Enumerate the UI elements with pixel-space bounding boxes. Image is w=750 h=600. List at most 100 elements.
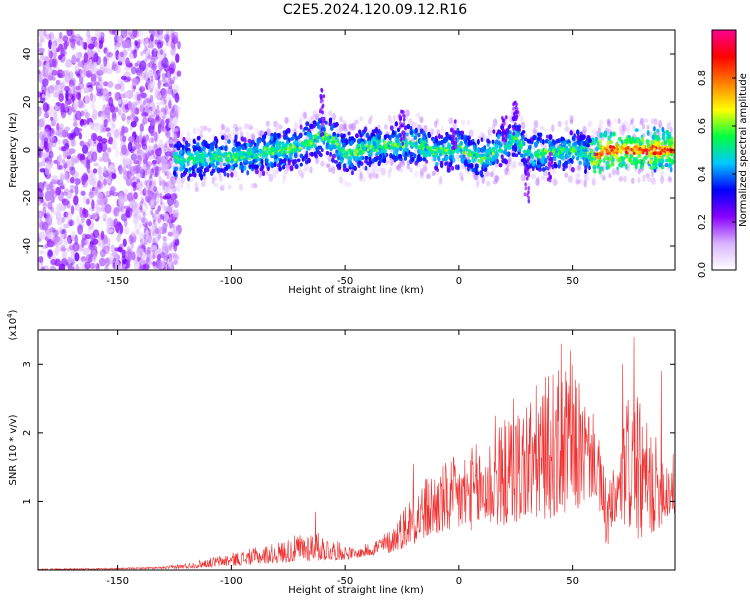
heatmap-cell [165, 130, 171, 139]
heatmap-cell [540, 175, 546, 181]
heatmap-cell [88, 174, 95, 186]
heatmap-cell [216, 167, 221, 174]
heatmap-cell [110, 124, 114, 136]
heatmap-cell [159, 79, 163, 85]
heatmap-cell [86, 30, 91, 39]
heatmap-cell [348, 136, 352, 143]
heatmap-cell [497, 129, 501, 134]
heatmap-cell [227, 184, 232, 190]
heatmap-cell [613, 118, 617, 124]
heatmap-cell [70, 230, 76, 242]
heatmap-cell [343, 163, 346, 169]
heatmap-cell [142, 210, 145, 216]
heatmap-cell [359, 116, 364, 122]
heatmap-cell [49, 241, 56, 247]
heatmap-cell [247, 138, 252, 144]
heatmap-cell [303, 126, 309, 131]
heatmap-cell [65, 211, 73, 223]
heatmap-cell [168, 170, 172, 176]
heatmap-cell [64, 171, 68, 181]
heatmap-cell [102, 95, 107, 102]
heatmap-cell [154, 236, 159, 247]
heatmap-cell [164, 71, 172, 78]
heatmap-cell [172, 31, 179, 38]
heatmap-cell [238, 126, 242, 131]
heatmap-cell [80, 159, 87, 165]
heatmap-cell [88, 253, 94, 258]
heatmap-cell [140, 231, 146, 240]
heatmap-cell [152, 249, 155, 255]
heatmap-cell [171, 122, 174, 128]
heatmap-cell [170, 194, 178, 201]
heatmap-cell [47, 250, 53, 258]
heatmap-cell [121, 125, 125, 136]
heatmap-cell [106, 68, 113, 75]
heatmap-cell [171, 133, 177, 138]
heatmap-cell [50, 196, 55, 204]
heatmap-cell [98, 175, 104, 181]
heatmap-cell [162, 235, 167, 242]
heatmap-cell [214, 136, 218, 142]
heatmap-cell [78, 132, 83, 140]
heatmap-cell [162, 222, 166, 228]
heatmap-cell [149, 127, 155, 137]
heatmap-cell [182, 136, 186, 142]
heatmap-cell [140, 92, 147, 99]
heatmap-cell [86, 87, 93, 93]
heatmap-cell [149, 171, 153, 177]
heatmap-cell [92, 168, 98, 174]
heatmap-cell [157, 85, 161, 91]
heatmap-cell [133, 203, 141, 214]
heatmap-cell [154, 35, 159, 44]
heatmap-cell [160, 126, 167, 132]
heatmap-cell [83, 108, 89, 116]
heatmap-cell [54, 104, 59, 111]
heatmap-cell [192, 160, 196, 165]
heatmap-cell [157, 109, 161, 115]
heatmap-cell [455, 153, 460, 160]
heatmap-cell [129, 136, 135, 142]
heatmap-cell [297, 134, 301, 140]
heatmap-cell [90, 232, 94, 243]
heatmap-cell [315, 150, 319, 155]
heatmap-cell [106, 217, 113, 226]
heatmap-cell [508, 124, 512, 129]
heatmap-cell [147, 187, 151, 193]
heatmap-cell [159, 267, 162, 270]
heatmap-cell [653, 126, 656, 132]
heatmap-cell [39, 51, 45, 61]
heatmap-cell [155, 70, 159, 75]
heatmap-cell [84, 112, 90, 119]
heatmap-cell [272, 169, 277, 179]
heatmap-cell [108, 91, 112, 97]
heatmap-cell [154, 262, 158, 267]
heatmap-cell [340, 158, 344, 164]
heatmap-cell [571, 155, 575, 160]
heatmap-cell [254, 127, 259, 134]
heatmap-cell [266, 122, 270, 129]
heatmap-cell [91, 213, 96, 220]
heatmap-cell [145, 229, 149, 240]
heatmap-cell [347, 124, 352, 129]
heatmap-cell [202, 146, 206, 152]
heatmap-cell [116, 211, 121, 218]
heatmap-cell [165, 89, 169, 95]
heatmap-cell [157, 216, 161, 222]
heatmap-cell [87, 225, 92, 236]
heatmap-cell [172, 186, 177, 193]
heatmap-cell [68, 71, 74, 79]
heatmap-cell [140, 195, 144, 201]
heatmap-cell [491, 124, 496, 130]
heatmap-cell [170, 33, 173, 39]
heatmap-cell [660, 141, 665, 146]
heatmap-cell [99, 124, 105, 134]
heatmap-cell [293, 121, 299, 130]
heatmap-cell [139, 223, 143, 229]
heatmap-cell [325, 163, 331, 168]
heatmap-cell [149, 199, 157, 209]
heatmap-cell [136, 172, 142, 179]
heatmap-cell [171, 193, 174, 199]
heatmap-cell [121, 102, 125, 112]
heatmap-cell [156, 41, 164, 49]
heatmap-cell [483, 170, 488, 178]
